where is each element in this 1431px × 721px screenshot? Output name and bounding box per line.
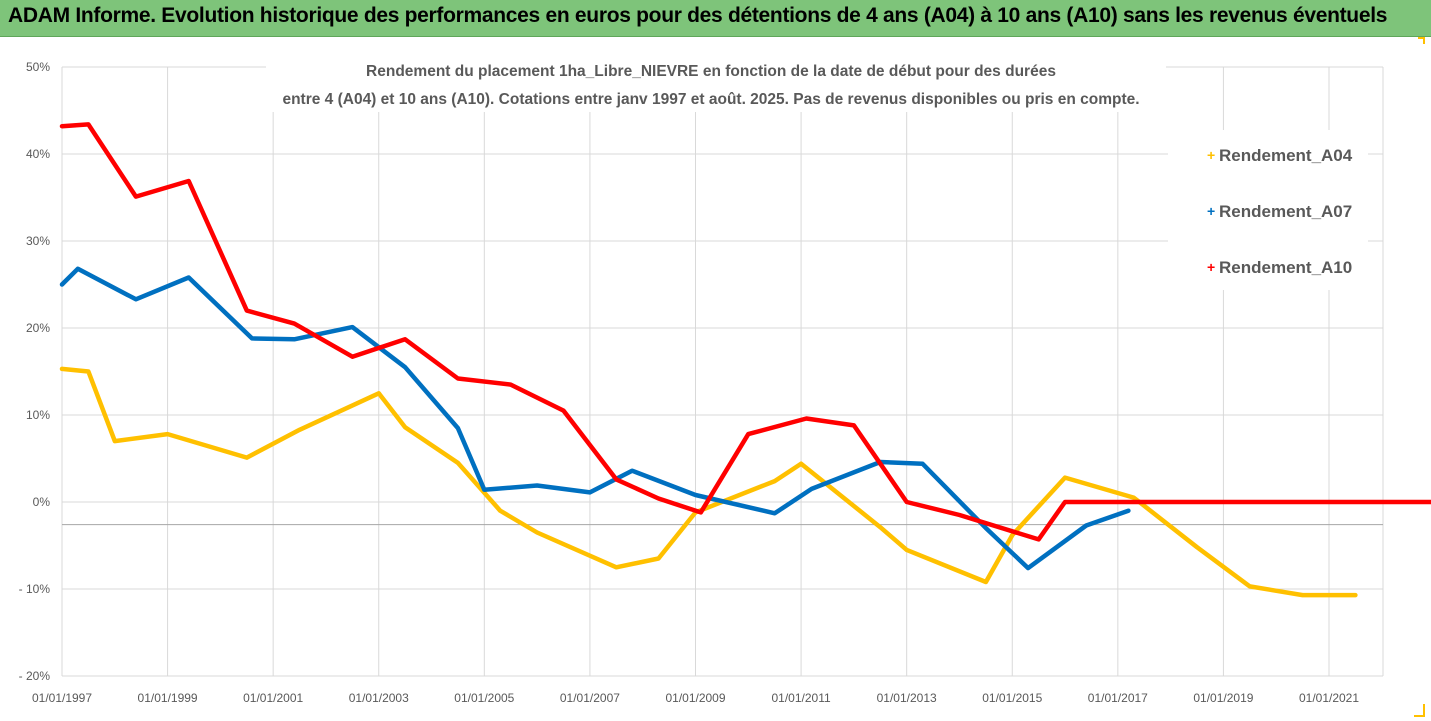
series-lines xyxy=(59,122,1431,598)
legend-marker: + xyxy=(1207,203,1215,219)
x-tick-label: 01/01/2009 xyxy=(665,691,725,705)
y-tick-label: 0% xyxy=(33,495,51,509)
chart-title-line1: Rendement du placement 1ha_Libre_NIEVRE … xyxy=(366,63,1056,80)
x-tick-label: 01/01/2021 xyxy=(1299,691,1359,705)
legend-label: Rendement_A10 xyxy=(1219,258,1352,277)
series-line-Rendement_A10 xyxy=(59,122,1431,542)
legend-label: Rendement_A07 xyxy=(1219,202,1352,221)
x-tick-label: 01/01/2011 xyxy=(771,691,830,705)
y-tick-label: 50% xyxy=(26,60,50,74)
y-axis-ticks: 50% 40% 30% 20% 10% 0% - 10% - 20% xyxy=(19,60,51,683)
x-tick-label: 01/01/2013 xyxy=(877,691,937,705)
series-line-Rendement_A04 xyxy=(59,366,1358,598)
legend: + Rendement_A04+ Rendement_A07+ Rendement_A… xyxy=(1168,130,1368,290)
x-tick-label: 01/01/2003 xyxy=(349,691,409,705)
y-tick-label: 30% xyxy=(26,234,50,248)
y-tick-label: 10% xyxy=(26,408,50,422)
banner-title: ADAM Informe. Evolution historique des p… xyxy=(8,4,1388,27)
y-tick-label: - 10% xyxy=(19,582,51,596)
subtitle-background xyxy=(266,52,1166,112)
legend-label: Rendement_A04 xyxy=(1219,146,1353,165)
series-line-Rendement_A07 xyxy=(59,266,1131,571)
x-tick-label: 01/01/2007 xyxy=(560,691,620,705)
x-tick-label: 01/01/1997 xyxy=(32,691,92,705)
x-tick-label: 01/01/2015 xyxy=(982,691,1042,705)
y-tick-label: 40% xyxy=(26,147,50,161)
y-tick-label: - 20% xyxy=(19,669,51,683)
legend-background xyxy=(1168,130,1368,290)
x-tick-label: 01/01/2017 xyxy=(1088,691,1148,705)
legend-marker: + xyxy=(1207,147,1215,163)
x-tick-label: 01/01/1999 xyxy=(138,691,198,705)
x-tick-label: 01/01/2001 xyxy=(243,691,303,705)
x-tick-label: 01/01/2005 xyxy=(454,691,514,705)
legend-marker: + xyxy=(1207,259,1215,275)
y-tick-label: 20% xyxy=(26,321,50,335)
title-banner: ADAM Informe. Evolution historique des p… xyxy=(0,0,1431,37)
corner-bracket-top xyxy=(1418,37,1425,44)
corner-bracket-bottom xyxy=(1414,704,1425,717)
x-axis-ticks: 01/01/1997 01/01/1999 01/01/2001 01/01/2003… xyxy=(32,691,1359,705)
x-tick-label: 01/01/2019 xyxy=(1193,691,1253,705)
chart-title-line2: entre 4 (A04) et 10 ans (A10). Cotations… xyxy=(282,91,1139,108)
